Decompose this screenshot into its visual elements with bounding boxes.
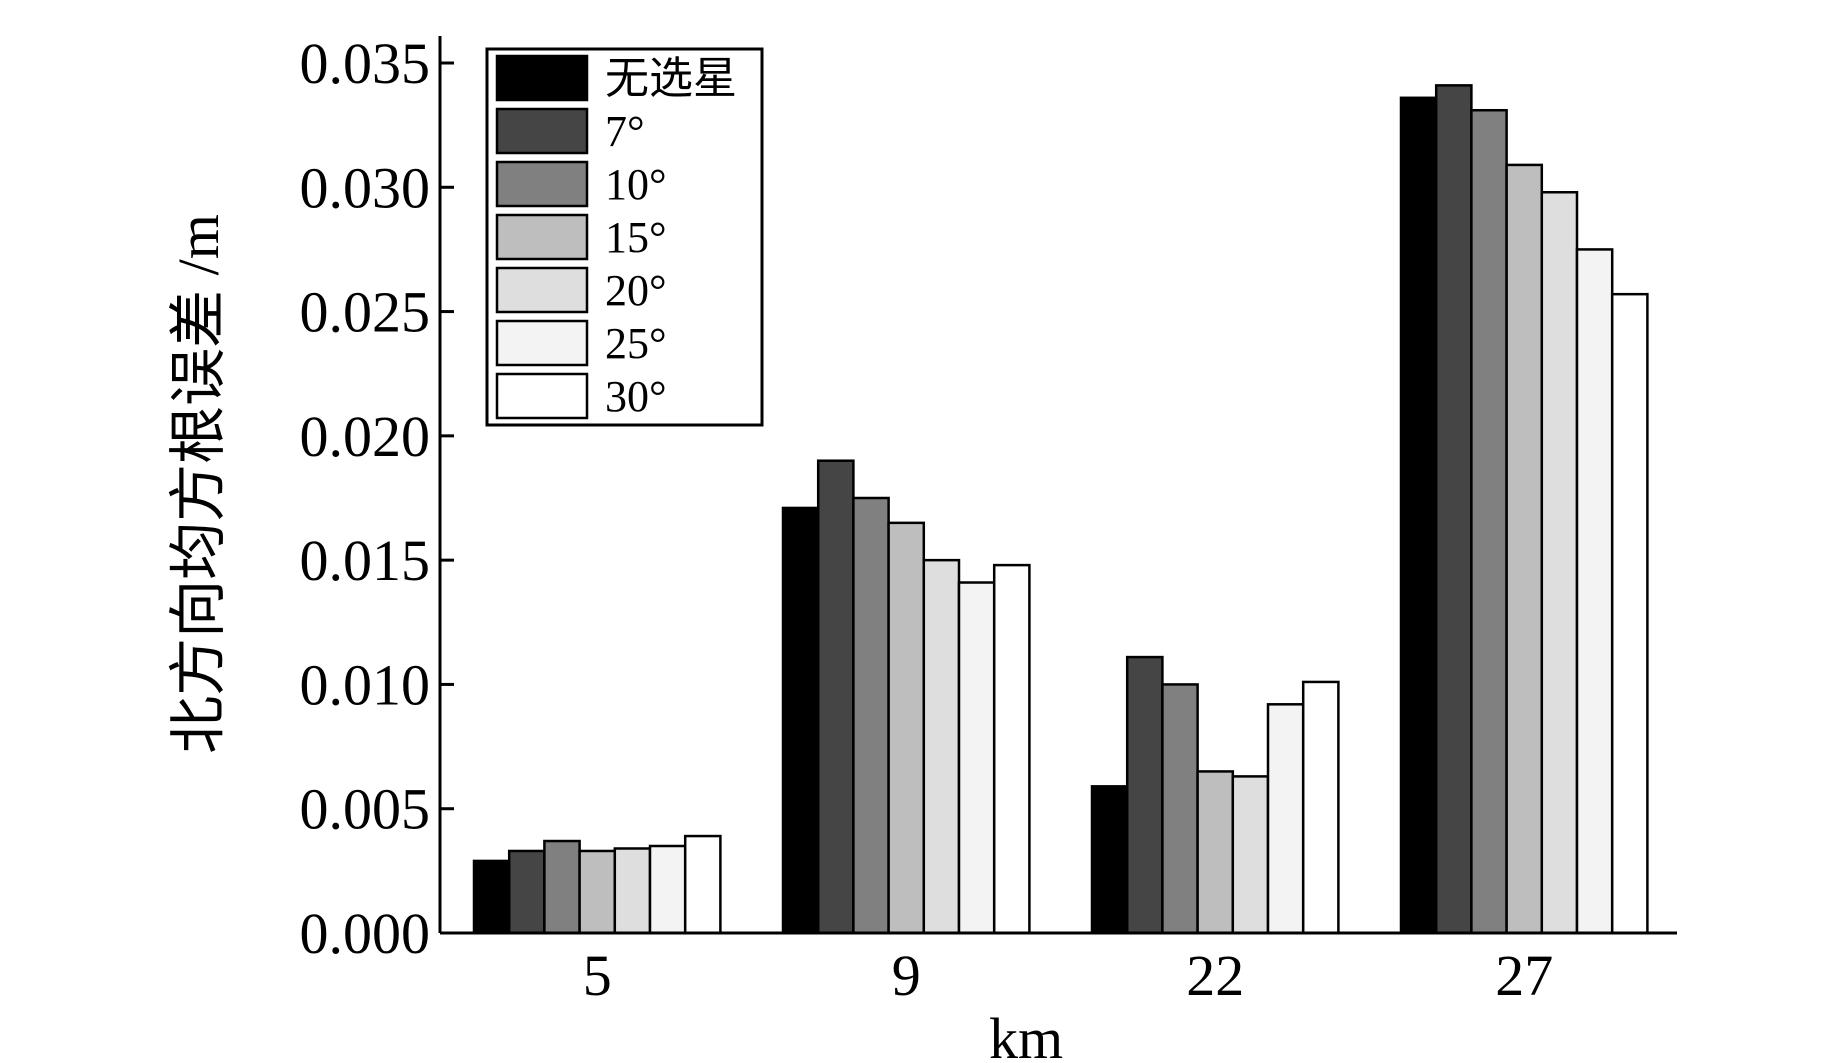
bar: [578, 849, 617, 935]
bar: [1125, 655, 1164, 935]
x-axis-title: km: [989, 1006, 1063, 1063]
bar: [1540, 191, 1579, 935]
legend-label: 无选星: [605, 54, 737, 103]
legend-label: 15°: [605, 213, 667, 262]
bar: [1470, 108, 1508, 935]
y-tick-label: 0.020: [300, 404, 431, 469]
bar: [816, 459, 855, 935]
legend-swatch: [495, 213, 589, 261]
y-tick-label: 0.010: [300, 652, 431, 717]
bar: [1610, 292, 1649, 935]
legend-swatch: [495, 372, 589, 420]
x-tick-label: 9: [892, 943, 921, 1008]
bar: [1090, 785, 1129, 935]
bar: [1196, 770, 1235, 935]
y-tick-label: 0.035: [300, 31, 431, 96]
bar: [781, 506, 820, 935]
x-tick-label: 22: [1186, 943, 1244, 1008]
legend-swatch: [495, 319, 589, 367]
bar: [472, 859, 511, 935]
y-tick-label: 0.000: [300, 901, 431, 966]
bar: [1161, 683, 1199, 935]
y-tick-label: 0.015: [300, 528, 431, 593]
bar: [887, 521, 926, 935]
legend-label: 30°: [605, 372, 667, 421]
bar: [1575, 248, 1614, 935]
legend-swatch: [495, 266, 589, 314]
y-tick-label: 0.030: [300, 155, 431, 220]
bar: [957, 581, 996, 935]
x-tick-label: 27: [1495, 943, 1553, 1008]
bar: [648, 844, 687, 935]
bar: [992, 563, 1031, 935]
bar: [1505, 163, 1544, 935]
bar: [1266, 703, 1305, 935]
bar: [507, 849, 546, 935]
bar: [922, 558, 961, 935]
bar: [852, 496, 890, 935]
x-ticks-group: 5 9 22 27: [583, 943, 1553, 1008]
x-tick-label: 5: [583, 943, 612, 1008]
legend-swatch: [495, 107, 589, 155]
legend-label: 7°: [605, 107, 645, 156]
bar: [683, 834, 722, 935]
legend-swatch: [495, 54, 589, 102]
legend-label: 10°: [605, 160, 667, 209]
y-tick-label: 0.025: [300, 280, 431, 345]
y-ticks-group: 0.000 0.005 0.010 0.015 0.020 0.025 0.030 0.035: [300, 31, 454, 966]
legend-label: 25°: [605, 319, 667, 368]
legend-swatch: [495, 160, 589, 208]
bar: [1434, 84, 1473, 935]
bar: [1231, 775, 1270, 935]
y-axis-title: 北方向均方根误差 /m: [166, 214, 231, 754]
bar: [1399, 96, 1438, 935]
legend-label: 20°: [605, 266, 667, 315]
bar: [543, 839, 581, 935]
bars-group: [472, 84, 1649, 935]
axes-group: [438, 36, 1677, 935]
y-tick-label: 0.005: [300, 777, 431, 842]
bar: [613, 847, 652, 935]
bar: [1301, 680, 1340, 935]
